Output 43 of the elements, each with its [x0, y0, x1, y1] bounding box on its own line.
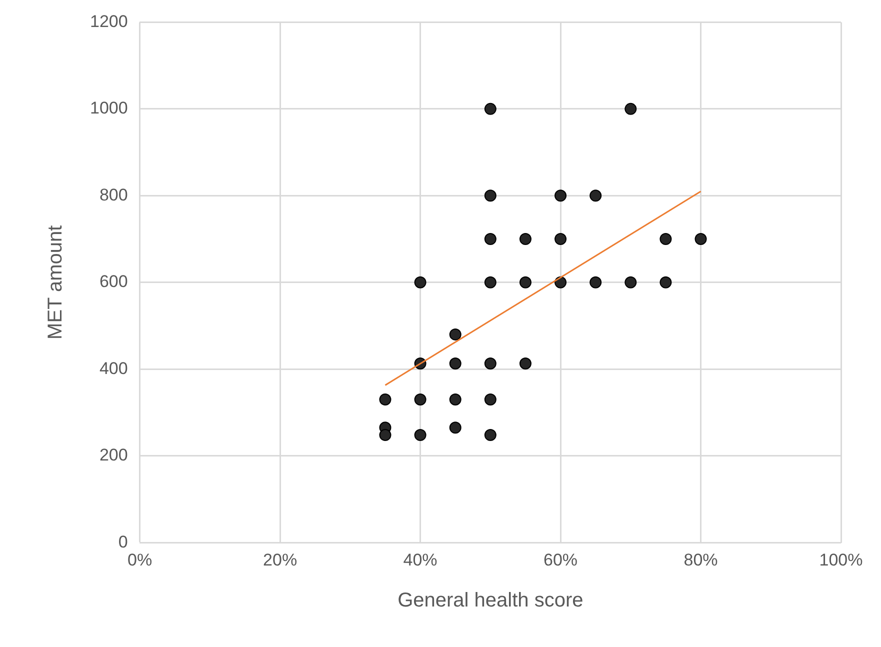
x-tick-label: 20% [263, 550, 298, 570]
point [554, 233, 567, 246]
point [519, 357, 532, 370]
point [449, 422, 462, 434]
x-tick-label: 80% [684, 550, 718, 570]
y-tick-label: 200 [99, 446, 128, 465]
point [484, 190, 496, 202]
point [449, 328, 462, 340]
point [449, 393, 462, 406]
y-tick-label: 1200 [90, 12, 128, 31]
point [660, 233, 672, 246]
point [484, 102, 496, 115]
point [660, 276, 672, 288]
point [484, 429, 496, 442]
x-tick-label: 0% [128, 550, 152, 570]
point [379, 393, 392, 406]
point [554, 190, 567, 202]
x-tick-label: 100% [819, 550, 863, 570]
y-tick-label: 400 [99, 358, 128, 378]
point [484, 233, 496, 246]
point [624, 276, 637, 288]
point [414, 393, 426, 406]
y-axis-title: MET amount [44, 224, 67, 340]
x-axis-title: General health score [398, 590, 584, 612]
point [414, 276, 426, 288]
x-tick-label: 60% [544, 550, 578, 570]
y-tick-label: 1000 [90, 98, 128, 118]
y-tick-label: 800 [99, 185, 128, 204]
point [624, 102, 637, 115]
point [694, 233, 707, 246]
point [484, 393, 496, 406]
point [590, 190, 602, 202]
point [519, 276, 532, 288]
point [484, 357, 496, 370]
point [484, 276, 496, 288]
point [590, 276, 602, 288]
point [379, 429, 392, 442]
point [449, 357, 462, 370]
point [414, 429, 426, 442]
x-tick-label: 40% [403, 550, 438, 570]
y-tick-label: 600 [99, 272, 128, 292]
point [519, 233, 532, 246]
y-tick-label: 0 [118, 532, 128, 552]
